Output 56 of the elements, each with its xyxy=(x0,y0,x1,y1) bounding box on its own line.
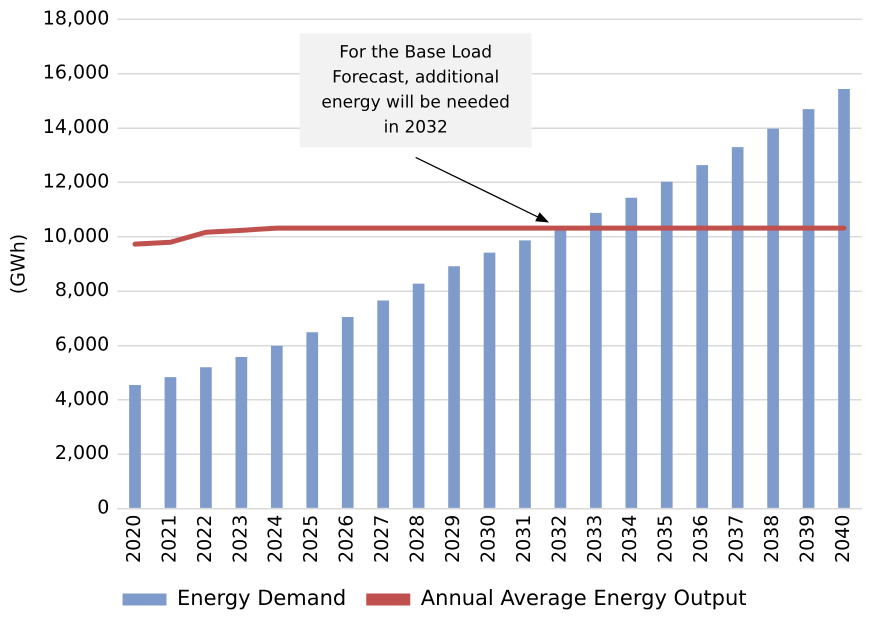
bar xyxy=(696,165,708,508)
x-tick-label: 2027 xyxy=(371,514,394,564)
y-tick-label: 0 xyxy=(97,496,110,519)
x-tick-label: 2020 xyxy=(122,514,145,564)
bar xyxy=(590,212,602,508)
y-tick-label: 4,000 xyxy=(54,388,110,410)
bar xyxy=(554,230,566,508)
bar xyxy=(838,88,850,508)
bar xyxy=(342,317,354,508)
y-tick-label: 18,000 xyxy=(42,7,110,30)
x-tick-label: 2028 xyxy=(406,514,429,564)
x-tick-label: 2035 xyxy=(654,514,677,564)
x-tick-label: 2039 xyxy=(796,514,818,564)
bar xyxy=(448,266,460,508)
annotation: For the Base Load Forecast, additional energy will be needed in 2032 xyxy=(321,42,510,138)
x-tick-label: 2022 xyxy=(194,514,216,564)
x-tick-label: 2026 xyxy=(336,514,358,564)
x-tick-label: 2021 xyxy=(158,514,180,564)
bar xyxy=(625,198,638,508)
y-axis-title: (GWh) xyxy=(7,234,30,294)
bar xyxy=(732,147,744,508)
bar xyxy=(767,128,779,508)
y-tick-label: 14,000 xyxy=(42,116,110,138)
bar xyxy=(129,384,141,508)
bar xyxy=(519,240,531,508)
bar xyxy=(660,182,673,508)
x-tick-label: 2032 xyxy=(548,514,570,564)
y-tick-label: 2,000 xyxy=(54,442,110,464)
bar xyxy=(412,284,424,508)
x-tick-label: 2030 xyxy=(477,514,500,564)
y-tick-label: 12,000 xyxy=(42,170,110,192)
x-tick-label: 2023 xyxy=(229,514,252,564)
x-tick-label: 2034 xyxy=(619,514,642,564)
x-tick-label: 2040 xyxy=(832,514,854,564)
bar xyxy=(377,300,390,508)
x-tick-label: 2029 xyxy=(442,514,464,564)
legend-label: Energy Demand xyxy=(177,586,346,610)
x-tick-label: 2033 xyxy=(584,514,606,564)
bar xyxy=(164,377,176,508)
x-tick-label: 2025 xyxy=(300,514,322,564)
x-tick-label: 2024 xyxy=(264,514,287,564)
legend-label: Annual Average Energy Output xyxy=(420,586,746,610)
bar xyxy=(200,367,212,508)
bar xyxy=(306,332,318,508)
y-tick-label: 6,000 xyxy=(54,334,110,356)
x-tick-label: 2031 xyxy=(512,514,535,564)
y-tick-label: 16,000 xyxy=(42,62,110,84)
y-tick-label: 10,000 xyxy=(42,224,110,247)
bar xyxy=(236,356,248,508)
bar xyxy=(802,109,814,508)
bar xyxy=(484,252,496,508)
x-tick-label: 2036 xyxy=(690,514,712,564)
x-tick-label: 2037 xyxy=(726,514,748,564)
bar xyxy=(270,346,283,508)
x-tick-label: 2038 xyxy=(761,514,784,564)
y-tick-label: 8,000 xyxy=(54,279,110,302)
